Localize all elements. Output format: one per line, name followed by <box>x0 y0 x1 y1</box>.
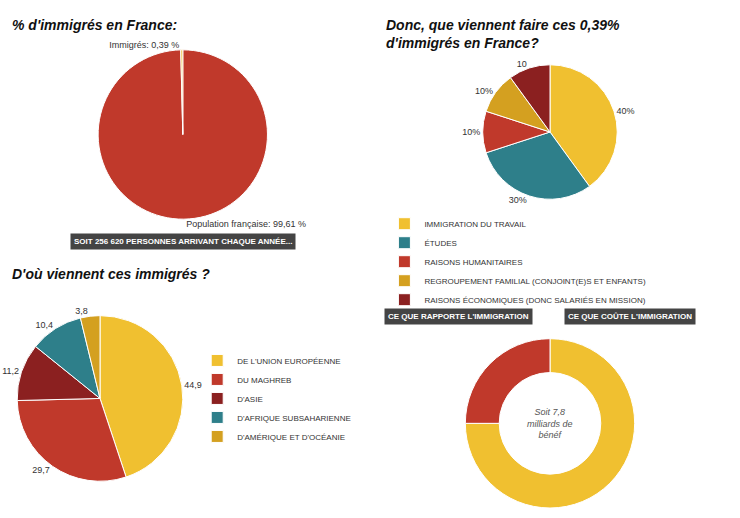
svg-text:44,9: 44,9 <box>184 380 202 390</box>
svg-text:REGROUPEMENT FAMILIAL (CONJOIN: REGROUPEMENT FAMILIAL (CONJOINT(E)S ET E… <box>424 277 646 286</box>
svg-text:29,7: 29,7 <box>32 465 50 475</box>
svg-text:Donc, que viennent faire ces 0: Donc, que viennent faire ces 0,39%d'immi… <box>386 17 620 51</box>
svg-text:Population française: 99,61 %: Population française: 99,61 % <box>186 219 306 229</box>
svg-text:ÉTUDES: ÉTUDES <box>424 239 456 248</box>
svg-text:SOIT 256 620 PERSONNES ARRIVAN: SOIT 256 620 PERSONNES ARRIVANT CHAQUE A… <box>74 237 292 246</box>
svg-text:D'ASIE: D'ASIE <box>237 395 263 404</box>
svg-text:10: 10 <box>517 59 527 69</box>
svg-text:10%: 10% <box>475 86 493 96</box>
svg-text:DU MAGHREB: DU MAGHREB <box>237 376 291 385</box>
svg-text:CE QUE COÛTE L'IMMIGRATION: CE QUE COÛTE L'IMMIGRATION <box>568 312 692 321</box>
svg-text:11,2: 11,2 <box>2 366 19 376</box>
svg-text:% d'immigrés en France:: % d'immigrés en France: <box>12 17 177 33</box>
svg-text:DE L'UNION EUROPÉENNE: DE L'UNION EUROPÉENNE <box>237 357 340 366</box>
svg-text:30%: 30% <box>509 195 527 205</box>
svg-text:IMMIGRATION DU TRAVAIL: IMMIGRATION DU TRAVAIL <box>424 220 526 229</box>
svg-text:Soit 7,8milliards debénéf: Soit 7,8milliards debénéf <box>527 407 573 440</box>
svg-text:40%: 40% <box>616 106 634 116</box>
svg-text:3,8: 3,8 <box>75 306 88 316</box>
svg-text:10,4: 10,4 <box>36 320 54 330</box>
svg-text:D'AFRIQUE SUBSAHARIENNE: D'AFRIQUE SUBSAHARIENNE <box>237 414 351 423</box>
svg-text:D'où viennent ces immigrés ?: D'où viennent ces immigrés ? <box>12 266 210 282</box>
svg-text:10%: 10% <box>462 127 480 137</box>
svg-text:RAISONS ÉCONOMIQUES (DONC SALA: RAISONS ÉCONOMIQUES (DONC SALARIÉS EN MI… <box>424 296 645 305</box>
svg-text:Immigrés: 0,39 %: Immigrés: 0,39 % <box>109 40 179 50</box>
svg-text:D'AMÉRIQUE ET D'OCÉANIE: D'AMÉRIQUE ET D'OCÉANIE <box>237 433 345 442</box>
svg-text:RAISONS HUMANITAIRES: RAISONS HUMANITAIRES <box>424 258 522 267</box>
svg-text:CE QUE RAPPORTE L'IMMIGRATION: CE QUE RAPPORTE L'IMMIGRATION <box>388 312 529 321</box>
